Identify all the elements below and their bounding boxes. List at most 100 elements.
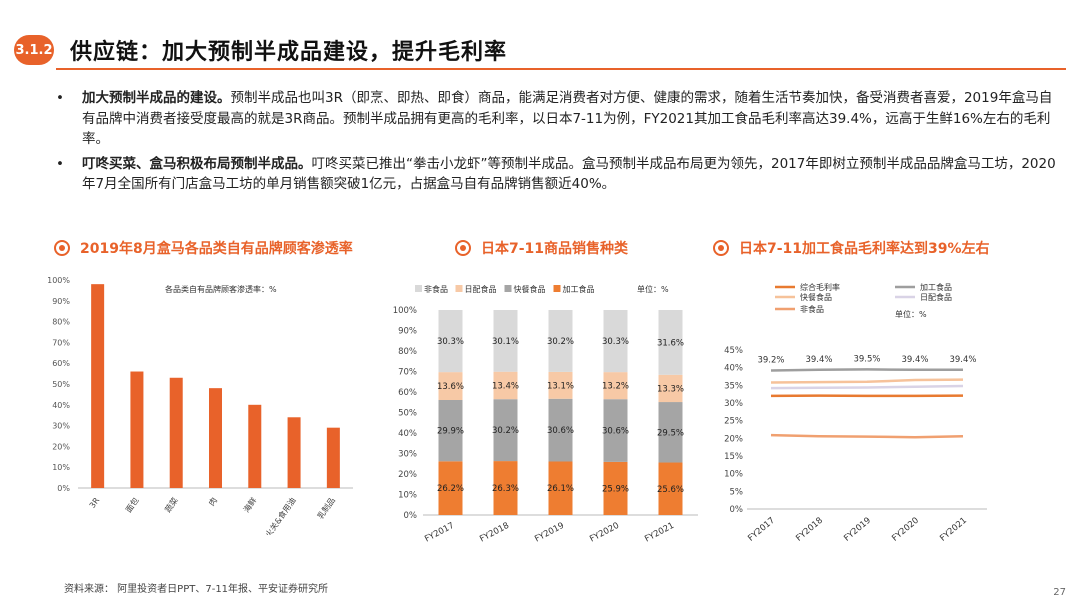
stacked-bar-segment [493,461,518,515]
x-tick-label: FY2020 [588,521,621,545]
y-tick-label: 40% [724,364,743,374]
x-tick-label: FY2018 [478,521,511,545]
legend-label: 快餐食品 [514,284,546,294]
x-tick-label: FY2017 [746,516,777,544]
data-label: 30.2% [492,426,519,436]
x-tick-label: 3R [88,496,102,510]
y-tick-label: 30% [724,399,743,409]
data-label: 13.3% [657,384,684,394]
series-line [770,433,964,439]
x-tick-label: 肉 [206,495,219,507]
x-tick-label: 乳制品 [315,495,337,520]
bullet-2-text: 叮咚买菜已推出“拳击小龙虾”等预制半成品。盒马预制半成品布局更为领先，2017年… [82,155,1056,193]
title-divider [56,68,1066,70]
section-badge: 3.1.2 [14,35,54,65]
legend-label: 综合毛利率 [800,282,840,292]
y-tick-label: 50% [52,380,70,389]
data-label: 26.1% [547,484,574,494]
y-tick-label: 25% [724,417,743,427]
chart2-svg: 0% 10% 20% 30% 40% 50% 60% 70% 80% 90% 100% 非食品 日配食品… [393,284,698,545]
y-tick-label: 90% [398,327,417,337]
data-label: 30.6% [602,427,629,437]
y-tick-label: 10% [398,491,417,501]
legend-swatch [415,285,422,292]
y-tick-label: 90% [52,297,70,306]
x-tick-label: 面包 [123,495,140,514]
y-tick-label: 20% [724,434,743,444]
y-tick-label: 10% [724,470,743,480]
bullet-dot-icon: • [56,155,64,172]
y-tick-label: 40% [398,429,417,439]
stacked-bar-segment [438,461,463,515]
y-tick-label: 80% [398,347,417,357]
data-label: 30.1% [492,337,519,347]
data-label: 30.3% [602,337,629,347]
data-label: 39.4% [805,355,832,365]
x-tick-label: 火关&食用油 [263,495,298,535]
y-tick-label: 100% [47,276,70,285]
chart3-title: 日本7-11加工食品毛利率达到39%左右 [739,241,990,257]
y-tick-label: 20% [52,442,70,451]
y-tick-label: 0% [404,511,418,521]
y-tick-label: 30% [398,450,417,460]
data-label: 39.4% [901,355,928,365]
bullet-2-heading: 叮咚买菜、盒马积极布局预制半成品。 [82,155,312,172]
y-tick-label: 5% [730,487,744,497]
target-icon [54,240,70,256]
stacked-bar-segment [548,461,573,515]
x-tick-label: FY2020 [890,516,921,544]
bullet-dot-icon: • [56,90,64,106]
series-line [770,378,964,384]
series-line [770,368,963,372]
stacked-bar-segment [658,402,683,463]
stacked-bar-segment [658,462,683,515]
page-number: 27 [1053,587,1066,598]
bullet-1-heading: 加大预制半成品的建设。 [82,90,231,106]
bar [209,388,222,488]
bullet-item-1: • 加大预制半成品的建设。预制半成品也叫3R（即烹、即热、即食）商品，能满足消费… [56,88,1056,150]
legend-label: 快餐食品 [800,292,832,302]
data-label: 39.5% [853,354,880,364]
y-tick-label: 0% [57,484,70,493]
data-label: 13.4% [492,381,519,391]
data-label: 29.5% [657,428,684,438]
y-tick-label: 45% [724,346,743,356]
unit-label: 单位：% [637,284,669,294]
x-tick-label: FY2017 [423,521,456,545]
chart1-svg: 0% 10% 20% 30% 40% 50% 60% 70% 80% 90% 100% 各品类自有品牌… [47,276,353,535]
bullet-1-text: 预制半成品也叫3R（即烹、即热、即食）商品，能满足消费者对方便、健康的需求，随着… [82,90,1053,147]
data-label: 30.2% [547,337,574,347]
data-label: 29.9% [437,427,464,437]
series-line [770,384,964,390]
x-tick-label: FY2019 [533,521,566,545]
y-tick-label: 0% [730,505,744,515]
data-label: 26.3% [492,484,519,494]
y-tick-label: 80% [52,318,70,327]
unit-label: 单位：% [895,309,927,319]
bar [326,427,340,488]
y-tick-label: 70% [398,368,417,378]
legend-label: 加工食品 [563,284,595,294]
stacked-bar-segment [658,310,683,375]
bar [130,371,144,488]
stacked-bar-segment [438,372,463,400]
x-tick-label: FY2021 [643,521,676,545]
legend-label: 各品类自有品牌顾客渗透率：% [165,284,277,294]
stacked-bar-segment [548,398,573,462]
page-title: 供应链：加大预制半成品建设，提升毛利率 [70,40,508,65]
stacked-bar-segment [493,371,518,400]
data-label: 25.9% [602,484,629,494]
data-label: 31.6% [657,338,684,348]
chart3-svg: 0% 5% 10% 15% 20% 25% 30% 35% 40% 45% 综合毛利率 加工食品快餐食… [724,282,987,544]
data-label: 39.4% [949,355,976,365]
x-tick-label: FY2021 [938,516,969,544]
legend-swatch [553,285,561,292]
legend-swatch [504,285,512,292]
legend-label: 日配食品 [920,292,952,302]
data-label: 26.2% [437,484,464,494]
stacked-bar-segment [603,372,628,400]
y-tick-label: 10% [52,463,70,472]
bar [248,404,262,488]
x-tick-label: FY2018 [794,516,825,544]
chart2-title: 日本7-11商品销售种类 [481,241,629,257]
